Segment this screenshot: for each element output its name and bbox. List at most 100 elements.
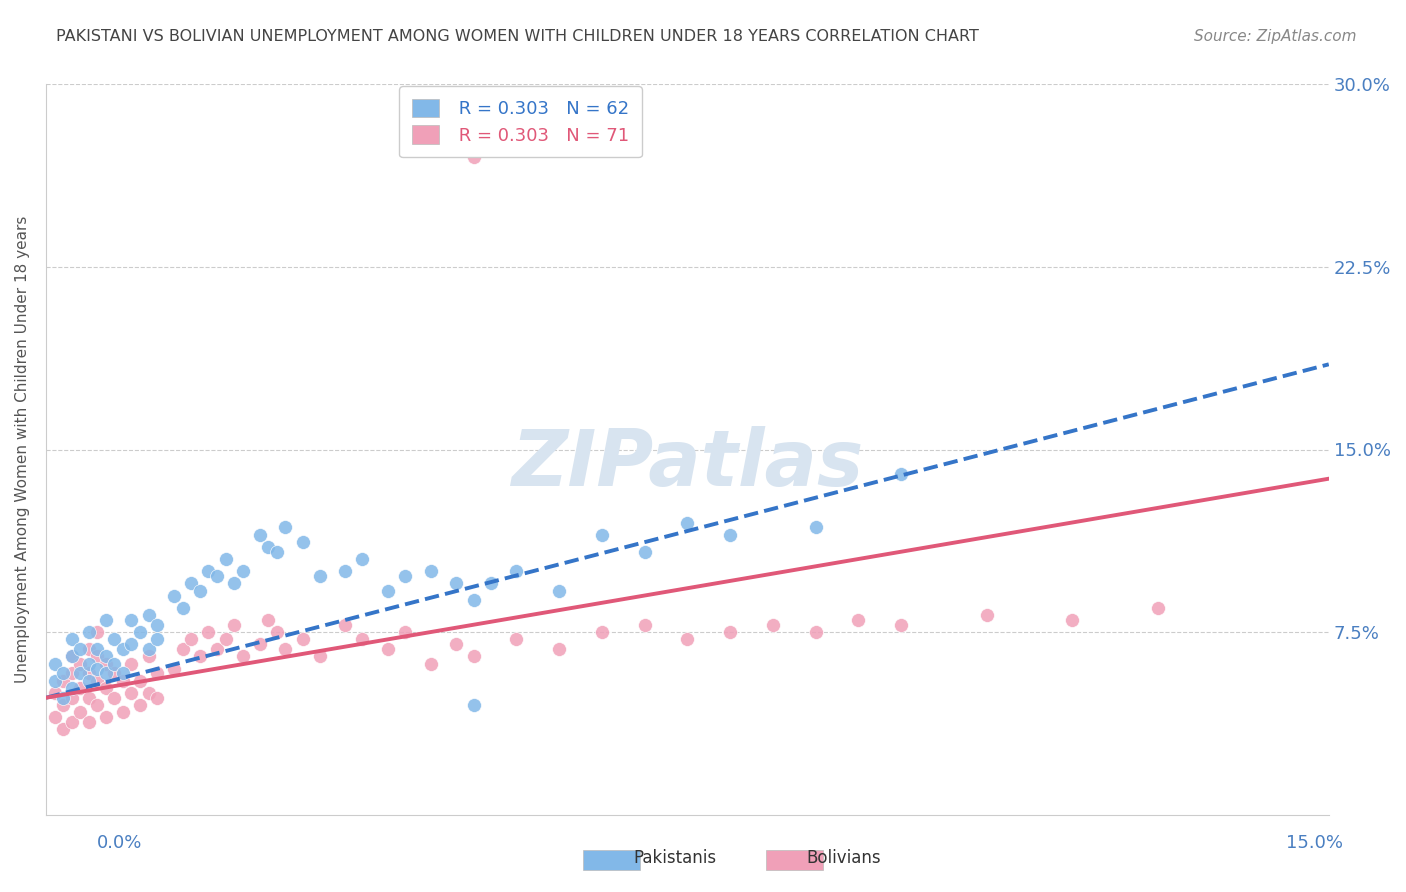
Point: [138, 649, 160, 664]
Point: [718, 625, 741, 640]
Point: [172, 642, 194, 657]
Point: [205, 569, 228, 583]
Point: [77, 690, 100, 705]
Point: [77, 715, 100, 730]
Point: [762, 617, 785, 632]
Point: [60, 649, 83, 664]
Point: [266, 625, 288, 640]
Point: [224, 576, 246, 591]
Point: [377, 583, 399, 598]
Point: [188, 583, 211, 598]
Point: [463, 593, 485, 607]
Point: [163, 589, 186, 603]
Text: Source: ZipAtlas.com: Source: ZipAtlas.com: [1194, 29, 1357, 44]
Point: [335, 617, 357, 632]
Point: [976, 607, 998, 622]
Text: Bolivians: Bolivians: [806, 849, 882, 867]
Point: [86, 673, 108, 688]
Point: [129, 698, 152, 712]
Point: [86, 649, 108, 664]
Point: [446, 576, 468, 591]
Point: [274, 520, 297, 534]
Point: [249, 637, 271, 651]
Point: [224, 617, 246, 632]
Point: [69, 681, 91, 695]
Point: [94, 613, 117, 627]
Point: [60, 690, 83, 705]
Point: [111, 666, 134, 681]
Point: [146, 690, 169, 705]
Point: [1146, 600, 1168, 615]
Point: [60, 649, 83, 664]
Point: [103, 666, 125, 681]
Point: [676, 516, 699, 530]
Point: [804, 520, 827, 534]
Point: [419, 657, 441, 671]
Point: [890, 467, 912, 481]
Point: [188, 649, 211, 664]
Point: [86, 642, 108, 657]
Point: [138, 607, 160, 622]
Point: [121, 657, 143, 671]
Point: [103, 657, 125, 671]
Point: [633, 617, 655, 632]
Point: [52, 698, 75, 712]
Point: [633, 545, 655, 559]
Point: [377, 642, 399, 657]
Point: [44, 657, 66, 671]
Point: [548, 642, 571, 657]
Point: [121, 686, 143, 700]
Point: [352, 552, 374, 566]
Point: [463, 151, 485, 165]
Point: [111, 673, 134, 688]
Text: Pakistanis: Pakistanis: [633, 849, 717, 867]
Point: [291, 535, 314, 549]
Point: [138, 686, 160, 700]
Point: [44, 673, 66, 688]
Point: [232, 649, 254, 664]
Point: [591, 625, 613, 640]
Point: [257, 540, 280, 554]
Point: [146, 632, 169, 647]
Point: [69, 642, 91, 657]
Point: [214, 552, 236, 566]
Point: [463, 649, 485, 664]
Point: [60, 715, 83, 730]
Point: [94, 649, 117, 664]
Point: [44, 686, 66, 700]
Point: [308, 569, 330, 583]
Point: [111, 706, 134, 720]
Point: [94, 657, 117, 671]
Point: [172, 600, 194, 615]
Point: [69, 666, 91, 681]
Point: [111, 642, 134, 657]
Point: [77, 657, 100, 671]
Point: [718, 527, 741, 541]
Point: [103, 690, 125, 705]
Point: [848, 613, 870, 627]
Point: [180, 632, 202, 647]
Point: [60, 666, 83, 681]
Point: [197, 625, 219, 640]
Point: [77, 625, 100, 640]
Point: [94, 666, 117, 681]
Point: [146, 617, 169, 632]
Point: [60, 632, 83, 647]
Point: [205, 642, 228, 657]
Point: [232, 564, 254, 578]
Point: [394, 625, 416, 640]
Point: [94, 710, 117, 724]
Point: [69, 657, 91, 671]
Point: [138, 642, 160, 657]
Point: [890, 617, 912, 632]
Point: [394, 569, 416, 583]
Point: [94, 681, 117, 695]
Point: [86, 661, 108, 675]
Point: [308, 649, 330, 664]
Point: [676, 632, 699, 647]
Point: [77, 673, 100, 688]
Point: [86, 698, 108, 712]
Point: [335, 564, 357, 578]
Point: [463, 698, 485, 712]
Point: [214, 632, 236, 647]
